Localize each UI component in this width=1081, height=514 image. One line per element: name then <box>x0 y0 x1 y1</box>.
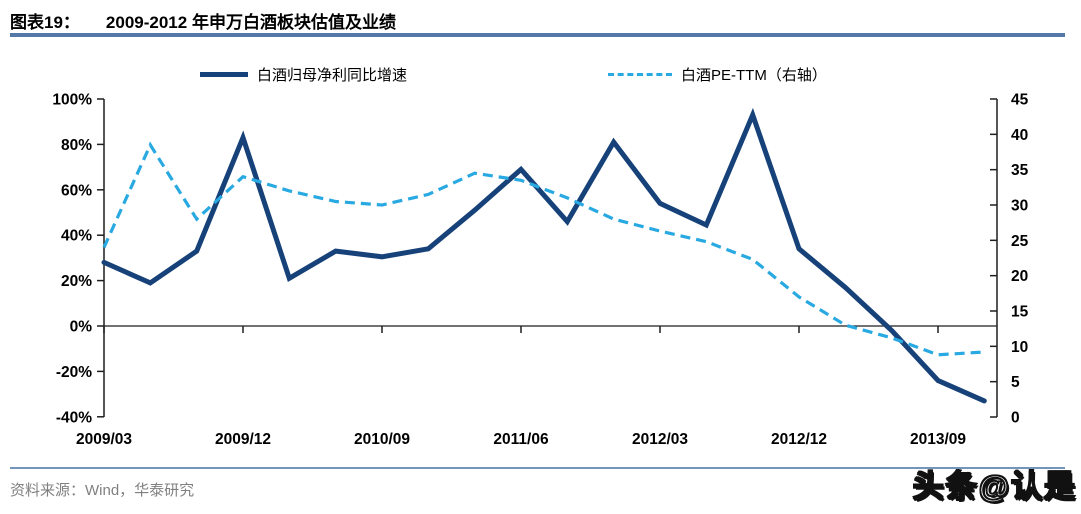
dashed-line-swatch-icon <box>608 72 672 76</box>
x-axis-tick-label: 2009/12 <box>215 431 271 448</box>
watermark: 头条@认是 <box>912 468 1077 505</box>
x-axis-tick-label: 2013/09 <box>910 431 966 448</box>
legend-label: 白酒PE-TTM（右轴） <box>681 66 827 84</box>
x-axis-tick-label: 2012/12 <box>771 431 827 448</box>
chart-legend: 白酒归母净利同比增速 白酒PE-TTM（右轴） <box>0 63 1081 85</box>
right-axis-tick-label: 10 <box>1011 339 1028 356</box>
title-underline <box>10 33 1065 37</box>
x-axis-tick-label: 2012/03 <box>632 431 688 448</box>
figure-number-label: 图表19： <box>10 13 80 32</box>
right-axis-tick-label: 15 <box>1011 304 1029 321</box>
right-axis-tick-label: 5 <box>1011 374 1020 391</box>
right-axis-tick-label: 40 <box>1011 127 1028 144</box>
series-net-profit-growth-line <box>101 107 987 404</box>
x-axis-tick-label: 2009/03 <box>76 431 132 448</box>
legend-label: 白酒归母净利同比增速 <box>257 66 408 84</box>
series-pe-ttm-line <box>102 141 985 357</box>
page-title: 2009-2012 年申万白酒板块估值及业绩 <box>105 13 396 32</box>
source-note: 资料来源：Wind，华泰研究 <box>10 482 195 499</box>
right-axis-tick-label: 35 <box>1011 162 1029 179</box>
legend-item-pe-ttm: 白酒PE-TTM（右轴） <box>608 63 827 85</box>
footer-divider <box>10 467 1065 469</box>
left-axis-tick-label: 80% <box>61 137 92 154</box>
right-axis-tick-label: 30 <box>1011 198 1028 215</box>
right-axis-tick-label: 45 <box>1011 92 1029 109</box>
chart-header: 图表19： 2009-2012 年申万白酒板块估值及业绩 <box>10 8 1070 33</box>
right-axis-tick-label: 0 <box>1011 410 1020 427</box>
right-axis-tick-label: 20 <box>1011 268 1028 285</box>
legend-item-net-profit: 白酒归母净利同比增速 <box>200 63 407 85</box>
left-axis-tick-label: 100% <box>52 92 92 109</box>
left-axis-tick-label: 40% <box>61 228 92 245</box>
left-axis-tick-label: 20% <box>61 273 92 290</box>
solid-line-swatch-icon <box>200 71 248 77</box>
x-axis-tick-label: 2010/09 <box>354 431 410 448</box>
right-axis-tick-label: 25 <box>1011 233 1029 250</box>
left-axis-tick-label: -40% <box>56 409 92 426</box>
x-axis-tick-label: 2011/06 <box>493 431 549 448</box>
left-axis-tick-label: 0% <box>70 319 93 336</box>
left-axis-tick-label: -20% <box>56 364 92 381</box>
left-axis-tick-label: 60% <box>61 182 92 199</box>
